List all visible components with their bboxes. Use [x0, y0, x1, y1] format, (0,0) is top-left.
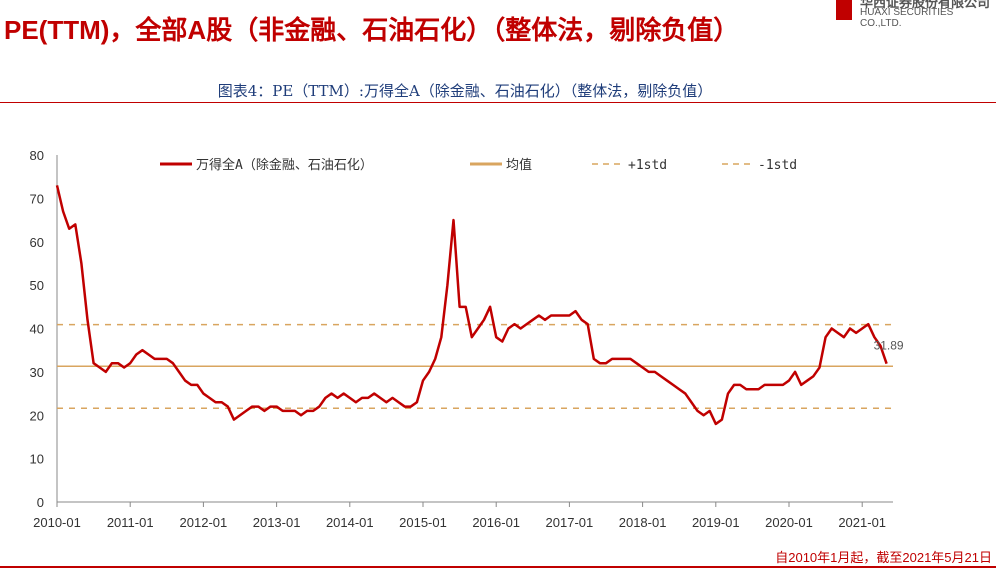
y-tick-label: 20: [30, 408, 44, 423]
logo-mark-icon: [836, 0, 852, 20]
x-tick-label: 2012-01: [180, 515, 228, 530]
page-title: PE(TTM)，全部A股（非金融、石油石化）（整体法，剔除负值）: [4, 15, 740, 45]
y-tick-label: 70: [30, 191, 44, 206]
x-tick-label: 2010-01: [33, 515, 81, 530]
x-tick-label: 2014-01: [326, 515, 374, 530]
logo-cn: 华西证券股份有限公司: [860, 0, 991, 10]
chart-title: 图表4：PE（TTM）:万得全A（除金融、石油石化）（整体法，剔除负值）: [217, 82, 713, 100]
legend-label: 均值: [506, 157, 532, 173]
y-tick-label: 40: [30, 322, 44, 337]
x-tick-label: 2017-01: [546, 515, 594, 530]
y-tick-label: 0: [37, 495, 44, 510]
y-tick-label: 10: [30, 452, 44, 467]
series-line: [55, 185, 888, 426]
legend-label: -1std: [758, 158, 797, 173]
footer-note: 自2010年1月起，截至2021年5月21日: [775, 550, 992, 565]
x-tick-label: 2018-01: [619, 515, 667, 530]
last-value-label: 31.89: [874, 339, 904, 353]
y-tick-label: 50: [30, 278, 44, 293]
divider: [0, 102, 996, 103]
company-logo: 华西证券股份有限公司 HUAXI SECURITIES CO.,LTD.: [834, 0, 996, 29]
y-tick-label: 80: [30, 148, 44, 163]
legend-label: 万得全A（除金融、石油石化）: [196, 157, 373, 173]
x-tick-label: 2011-01: [107, 515, 154, 530]
logo-en: HUAXI SECURITIES CO.,LTD.: [860, 7, 954, 29]
x-tick-label: 2013-01: [253, 515, 301, 530]
x-tick-label: 2021-01: [838, 515, 886, 530]
divider: [0, 566, 996, 568]
x-tick-label: 2016-01: [472, 515, 520, 530]
x-tick-label: 2015-01: [399, 515, 447, 530]
y-tick-label: 60: [30, 235, 44, 250]
x-tick-label: 2020-01: [765, 515, 813, 530]
x-tick-label: 2019-01: [692, 515, 740, 530]
legend-label: +1std: [628, 158, 667, 173]
y-tick-label: 30: [30, 365, 44, 380]
